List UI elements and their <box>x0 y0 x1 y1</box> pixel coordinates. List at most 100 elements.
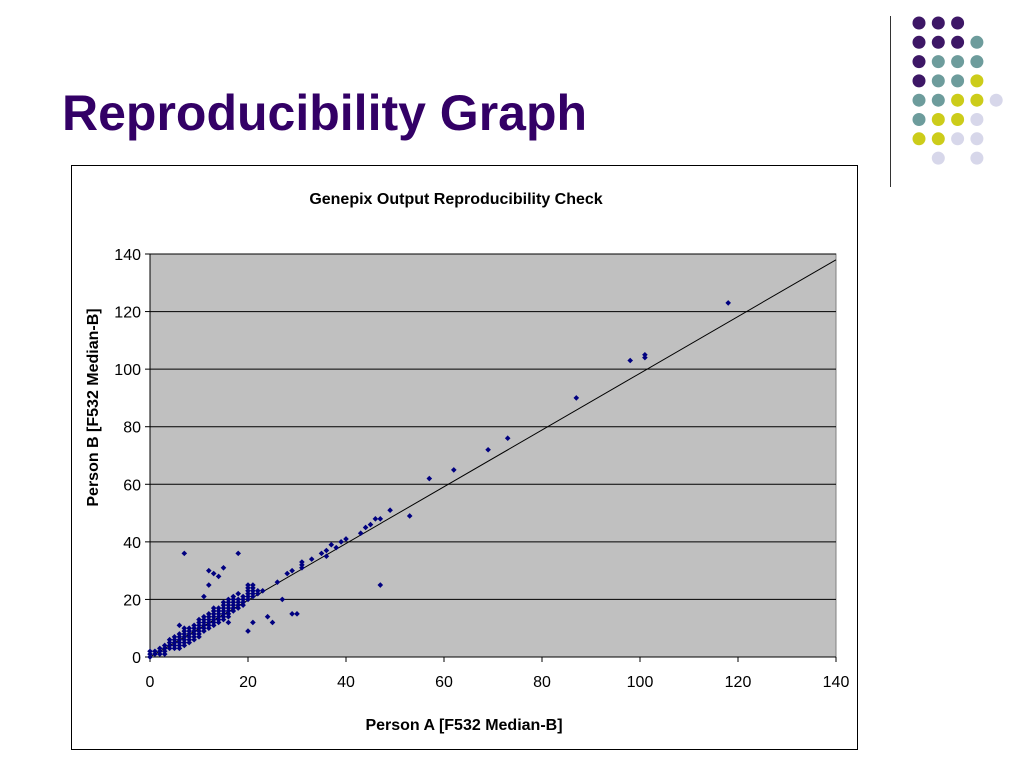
data-point <box>171 645 178 652</box>
data-point <box>206 567 212 574</box>
data-point <box>235 550 241 557</box>
data-point <box>299 564 305 571</box>
data-point <box>181 631 188 637</box>
data-point <box>201 613 207 620</box>
data-point <box>206 611 212 617</box>
data-point <box>176 645 183 652</box>
data-point <box>191 631 197 637</box>
data-point <box>157 645 163 652</box>
decorative-dot <box>931 93 945 107</box>
data-point <box>186 639 192 646</box>
decorative-dot <box>912 55 926 69</box>
y-tick-label: 40 <box>123 535 141 552</box>
decorative-dot <box>970 151 984 165</box>
data-point <box>299 562 305 568</box>
data-point <box>338 539 344 545</box>
data-point <box>157 651 163 657</box>
decorative-dot <box>931 74 945 88</box>
data-point <box>201 593 207 600</box>
data-point <box>191 634 197 640</box>
data-point <box>201 619 207 626</box>
data-point <box>171 634 178 640</box>
data-point <box>171 636 178 643</box>
data-point <box>147 648 153 655</box>
data-point <box>191 628 197 634</box>
data-point <box>210 608 217 614</box>
data-point <box>406 513 413 519</box>
gridlines <box>150 253 836 600</box>
data-point <box>250 585 256 591</box>
decorative-dot <box>931 151 945 165</box>
data-point <box>206 613 212 620</box>
decorative-vertical-rule <box>890 16 891 187</box>
x-tick-label: 60 <box>435 674 453 691</box>
data-point <box>206 622 212 629</box>
data-point <box>171 639 178 646</box>
data-point <box>201 628 207 634</box>
data-point <box>196 628 202 634</box>
data-point <box>308 556 315 562</box>
data-point <box>220 613 227 620</box>
data-point <box>191 636 197 643</box>
data-point <box>240 596 246 603</box>
data-point <box>362 524 369 531</box>
data-point <box>215 605 222 611</box>
data-point <box>220 602 227 608</box>
data-point <box>186 631 192 637</box>
data-point <box>215 619 222 626</box>
data-point <box>274 579 281 585</box>
data-point <box>235 605 241 611</box>
data-point <box>284 570 290 577</box>
data-point <box>627 357 633 364</box>
data-point <box>220 599 227 606</box>
data-point <box>255 590 261 597</box>
decorative-dot <box>970 74 984 88</box>
data-point <box>323 547 330 554</box>
data-point <box>206 616 212 623</box>
x-tick-label: 80 <box>533 674 551 691</box>
data-point <box>206 625 212 632</box>
decorative-dot <box>912 16 926 30</box>
data-point <box>259 587 266 594</box>
data-point <box>220 611 227 617</box>
decorative-dot <box>912 113 926 126</box>
data-point <box>186 636 192 643</box>
data-point <box>206 619 212 626</box>
x-axis-label: Person A [F532 Median-B] <box>365 717 562 734</box>
data-point <box>235 590 241 597</box>
data-point <box>250 619 256 626</box>
y-tick-label: 20 <box>123 592 141 609</box>
x-tick-label: 100 <box>627 674 654 691</box>
data-point <box>191 622 197 629</box>
data-point <box>367 521 374 528</box>
data-point <box>504 435 511 442</box>
data-point <box>152 651 158 657</box>
data-point <box>250 582 256 588</box>
x-tick-label: 20 <box>239 674 257 691</box>
data-point <box>245 596 251 603</box>
y-tick-label: 0 <box>132 650 141 667</box>
axes <box>145 253 837 662</box>
data-point <box>225 611 232 617</box>
data-point <box>245 582 251 588</box>
data-point <box>264 613 271 620</box>
data-point <box>377 582 384 588</box>
data-point <box>451 467 457 473</box>
data-point <box>210 605 217 611</box>
data-point <box>245 628 251 634</box>
data-point <box>426 475 433 482</box>
data-point <box>166 645 173 652</box>
data-point <box>201 622 207 629</box>
data-point <box>201 616 207 623</box>
data-point <box>161 645 168 652</box>
decorative-dot <box>951 55 965 69</box>
data-point <box>343 536 349 542</box>
decorative-dot <box>931 113 945 126</box>
data-point <box>210 622 217 629</box>
data-point <box>255 587 261 594</box>
data-point <box>235 596 241 603</box>
data-point <box>225 613 232 620</box>
data-point <box>181 628 188 634</box>
data-point <box>245 593 251 600</box>
data-point <box>328 541 335 548</box>
